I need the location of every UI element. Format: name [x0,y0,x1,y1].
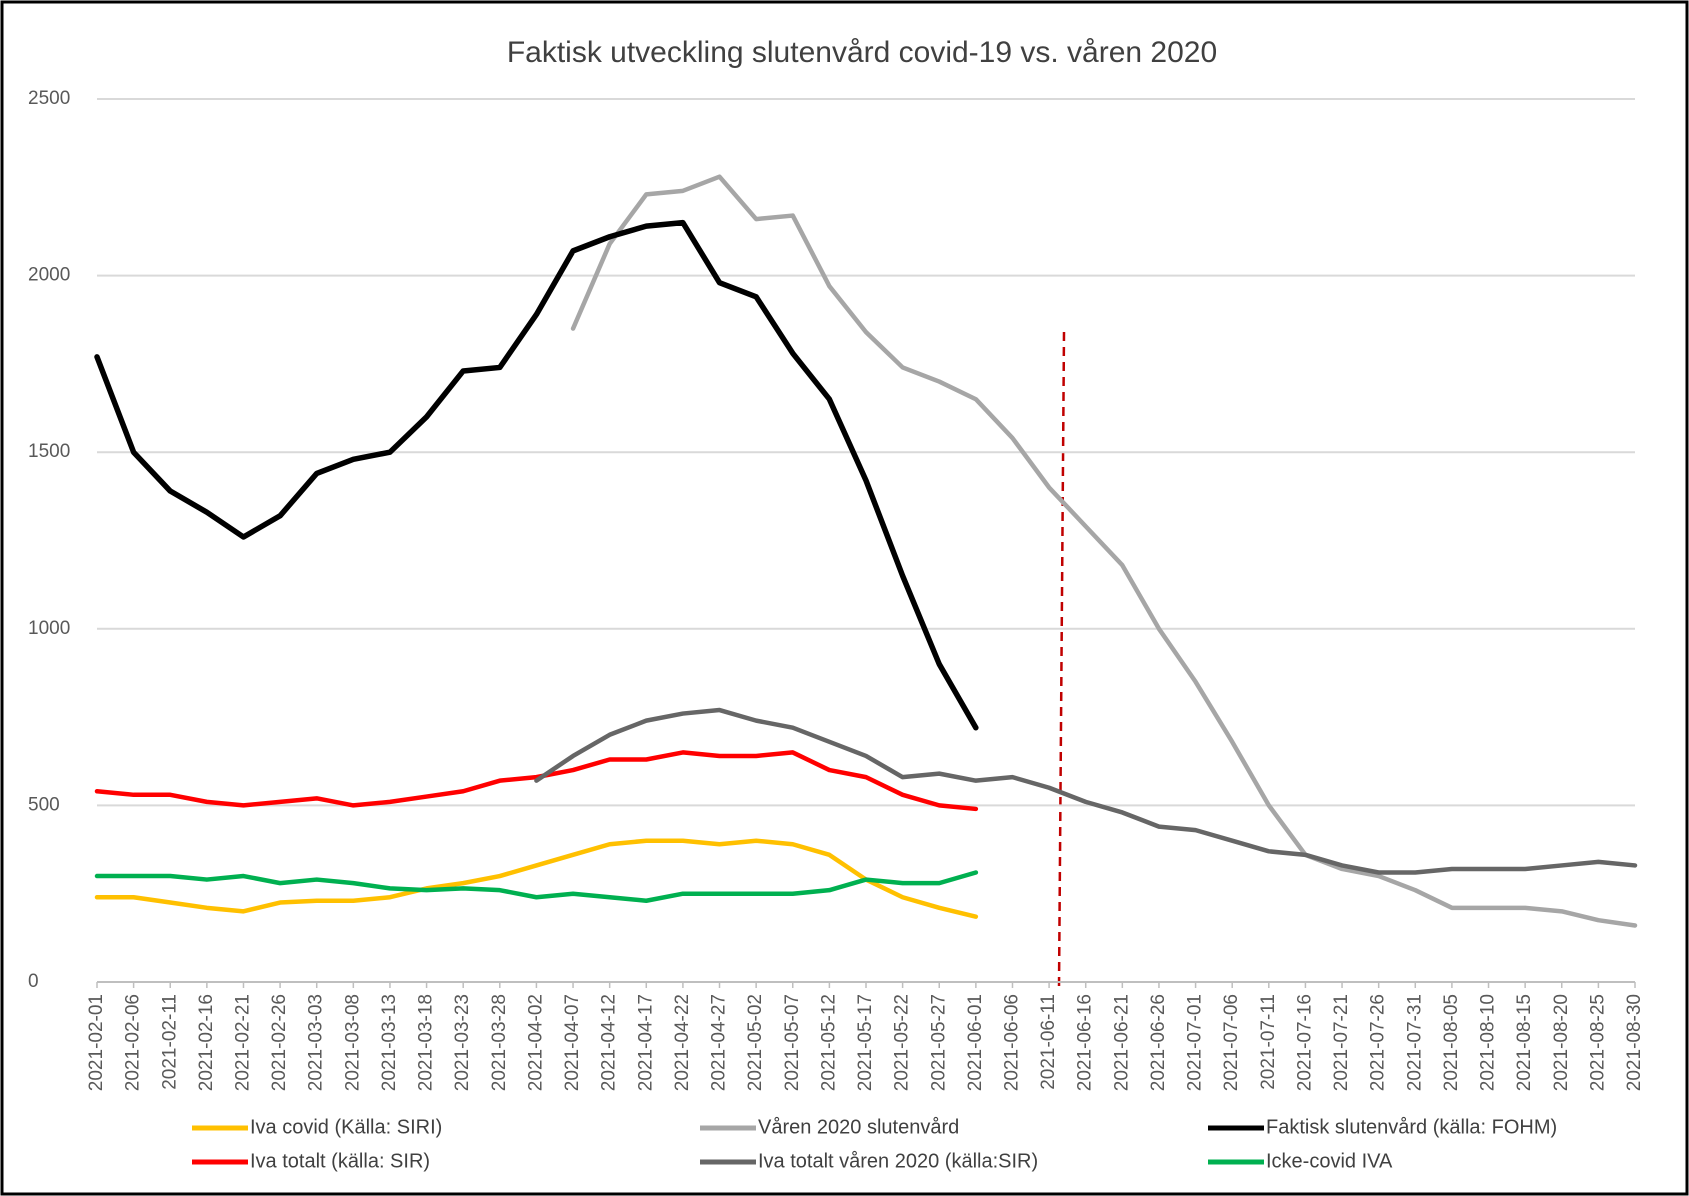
x-tick-label: 2021-06-21 [1111,994,1132,1091]
x-tick-label: 2021-08-15 [1514,994,1535,1091]
y-tick-label: 1000 [28,618,70,639]
x-tick-label: 2021-02-11 [159,994,180,1090]
legend-label: Icke-covid IVA [1266,1150,1393,1172]
x-tick-label: 2021-08-25 [1587,994,1608,1091]
x-tick-label: 2021-02-21 [232,994,253,1091]
x-tick-label: 2021-07-26 [1368,994,1389,1091]
x-tick-label: 2021-06-06 [1001,994,1022,1091]
y-tick-label: 0 [28,971,39,992]
x-tick-label: 2021-04-12 [599,994,620,1091]
x-tick-label: 2021-04-27 [709,994,730,1091]
legend-label: Faktisk slutenvård (källa: FOHM) [1266,1116,1557,1138]
y-tick-label: 500 [28,794,60,815]
legend-label: Iva covid (Källa: SIRI) [250,1116,442,1138]
x-tick-label: 2021-04-07 [562,994,583,1091]
x-tick-label: 2021-08-20 [1551,994,1572,1091]
y-tick-label: 2500 [28,88,70,109]
x-tick-label: 2021-03-23 [452,994,473,1091]
x-tick-label: 2021-08-30 [1624,994,1645,1091]
x-tick-label: 2021-08-05 [1441,994,1462,1091]
x-tick-label: 2021-04-02 [525,994,546,1091]
x-tick-label: 2021-05-07 [782,994,803,1091]
chart-title: Faktisk utveckling slutenvård covid-19 v… [507,36,1217,69]
x-tick-label: 2021-07-16 [1294,994,1315,1091]
x-tick-label: 2021-03-18 [416,994,437,1091]
x-tick-label: 2021-05-27 [928,994,949,1091]
x-tick-label: 2021-06-16 [1075,994,1096,1091]
legend-label: Våren 2020 slutenvård [758,1116,959,1138]
x-tick-label: 2021-07-06 [1221,994,1242,1091]
x-tick-label: 2021-03-28 [489,994,510,1091]
x-tick-label: 2021-07-01 [1185,994,1206,1091]
series-line [94,838,979,919]
x-tick-label: 2021-02-06 [123,994,144,1091]
x-tick-label: 2021-06-26 [1148,994,1169,1091]
x-tick-label: 2021-02-16 [196,994,217,1091]
x-tick-label: 2021-07-21 [1331,994,1352,1091]
x-tick-label: 2021-03-03 [306,994,327,1091]
x-tick-label: 2021-05-02 [745,994,766,1091]
reference-line [1057,331,1066,988]
x-tick-label: 2021-06-11 [1038,994,1059,1090]
x-tick-label: 2021-07-11 [1258,994,1279,1090]
series-line [94,750,979,812]
x-tick-label: 2021-05-17 [855,994,876,1091]
x-tick-label: 2021-04-17 [635,994,656,1091]
legend-label: Iva totalt (källa: SIR) [250,1150,430,1172]
x-tick-label: 2021-03-13 [379,994,400,1091]
series-line [534,707,1638,875]
y-tick-label: 2000 [28,265,70,286]
x-tick-label: 2021-02-26 [269,994,290,1091]
x-tick-label: 2021-02-01 [86,994,107,1091]
x-tick-label: 2021-05-22 [892,994,913,1091]
x-tick-label: 2021-06-01 [965,994,986,1091]
x-tick-label: 2021-05-12 [818,994,839,1091]
x-tick-label: 2021-08-10 [1478,994,1499,1091]
y-tick-label: 1500 [28,441,70,462]
x-tick-label: 2021-04-22 [672,994,693,1091]
legend-label: Iva totalt våren 2020 (källa:SIR) [758,1150,1038,1172]
x-tick-label: 2021-03-08 [342,994,363,1091]
series-line [94,870,979,904]
x-tick-label: 2021-07-31 [1404,994,1425,1091]
series-line [570,174,1638,928]
series-line [94,219,979,731]
